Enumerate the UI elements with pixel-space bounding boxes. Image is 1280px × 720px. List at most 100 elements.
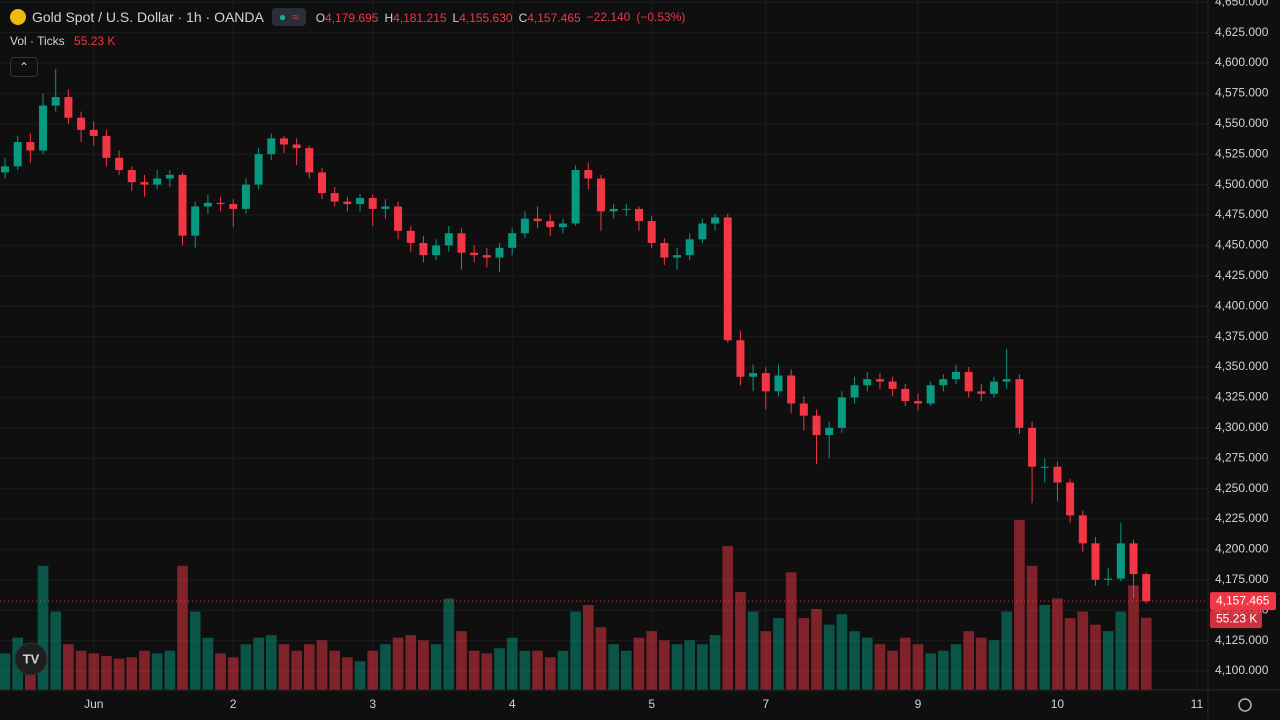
volume-bar <box>316 640 328 690</box>
volume-bar <box>88 653 100 690</box>
volume-bar <box>253 637 264 690</box>
symbol-title[interactable]: Gold Spot / U.S. Dollar · 1h · OANDA <box>32 9 264 25</box>
logo[interactable] <box>14 642 48 676</box>
volume-bar <box>849 631 860 690</box>
volume-bar <box>582 605 594 690</box>
volume-bar <box>1039 605 1051 690</box>
x-tick-label: 3 <box>369 697 376 711</box>
candle-body <box>850 385 859 398</box>
volume-bar <box>1140 617 1152 690</box>
volume-bar <box>823 624 835 690</box>
candle-body <box>127 170 136 183</box>
candle-body <box>546 221 555 228</box>
candle-body <box>444 233 453 246</box>
candle-body <box>432 245 441 256</box>
x-tick-label: 9 <box>915 697 922 711</box>
volume-bar <box>760 631 772 690</box>
candle-body <box>1040 466 1049 468</box>
candle-body <box>356 197 365 205</box>
settings-icon[interactable] <box>1238 698 1252 712</box>
candle-body <box>825 427 834 436</box>
y-tick-label: 4,475.000 <box>1215 207 1269 221</box>
volume-title: Vol · Ticks <box>10 34 65 48</box>
candle-body <box>406 230 415 243</box>
candle-body <box>888 381 897 389</box>
ohlc-key: L <box>452 11 460 25</box>
candle-body <box>990 381 999 394</box>
price-tag <box>1210 592 1276 611</box>
y-tick-label: 4,300.000 <box>1215 420 1269 434</box>
ohlc-item: L4,155.630 <box>453 11 513 25</box>
volume-bar <box>747 611 759 690</box>
y-tick-label: 4,600.000 <box>1215 55 1269 69</box>
volume-bar <box>988 640 1000 690</box>
volume-bar <box>1090 624 1101 690</box>
candle-body <box>203 202 212 207</box>
volume-bar <box>189 611 201 690</box>
candle-body <box>964 371 973 392</box>
status-buttons[interactable]: ● ≈ <box>271 8 306 26</box>
candle-body <box>584 170 593 179</box>
volume-bar <box>811 608 822 690</box>
candle-body <box>1104 578 1113 580</box>
y-tick-label: 4,450.000 <box>1215 238 1269 252</box>
candle-body <box>279 138 288 145</box>
volume-bar <box>1001 611 1013 690</box>
volume-bar <box>785 572 797 690</box>
volume-bar <box>303 644 315 690</box>
volume-bar <box>532 650 543 690</box>
y-tick-label: 4,350.000 <box>1215 359 1269 373</box>
volume-bar <box>1115 611 1127 690</box>
volume-bar <box>215 653 226 690</box>
volume-bar <box>709 635 721 690</box>
volume-bar <box>595 627 607 690</box>
volume-bar <box>481 653 493 690</box>
volume-bar <box>1077 611 1089 690</box>
ohlc-value: 4,179.695 <box>325 11 379 25</box>
y-tick-label: 4,375.000 <box>1215 329 1269 343</box>
y-tick-label: 4,500.000 <box>1215 177 1269 191</box>
candle-body <box>673 255 682 258</box>
candle-body <box>457 233 466 253</box>
volume-bar <box>342 657 353 690</box>
volume-bar <box>722 546 734 690</box>
volume-legend: Vol · Ticks 55.23 K <box>10 34 115 48</box>
volume-bar <box>278 644 290 690</box>
volume-last: 55.23 K <box>74 34 116 48</box>
volume-bar <box>620 650 632 690</box>
candle-body <box>837 397 846 428</box>
candle-body <box>711 217 720 224</box>
volume-bar <box>1052 598 1063 690</box>
volume-bar <box>380 644 391 690</box>
collapse-button[interactable]: ⌃ <box>10 57 38 77</box>
volume-bar <box>430 644 442 690</box>
change: −22.140 <box>586 10 631 24</box>
volume-bar <box>1026 565 1038 690</box>
candle-body <box>622 208 631 210</box>
volume-bar <box>1064 618 1076 690</box>
volume-bar <box>735 591 746 690</box>
y-tick-label: 4,225.000 <box>1215 511 1269 525</box>
candle-body <box>368 197 377 209</box>
candle-body <box>863 379 872 386</box>
volume-tag-label: 55.23 K <box>1216 611 1257 625</box>
candle-body <box>305 148 314 173</box>
y-tick-label: 4,100.000 <box>1215 663 1269 677</box>
volume-bar <box>367 650 379 690</box>
volume-bar <box>887 650 898 690</box>
volume-bar <box>937 650 949 690</box>
candle-body <box>1142 574 1151 602</box>
volume-bar <box>798 618 810 690</box>
candle-body <box>520 218 529 234</box>
volume-bar <box>240 644 252 690</box>
y-tick-label: 4,525.000 <box>1215 146 1269 160</box>
volume-bar <box>570 611 581 690</box>
volume-bar <box>646 631 658 690</box>
volume-bar <box>405 635 417 690</box>
candle-body <box>165 174 174 179</box>
candle-body <box>64 97 73 118</box>
ohlc-value: 4,181.215 <box>393 11 447 25</box>
y-tick-label: 4,275.000 <box>1215 450 1269 464</box>
x-tick-label: Jun <box>84 697 103 711</box>
